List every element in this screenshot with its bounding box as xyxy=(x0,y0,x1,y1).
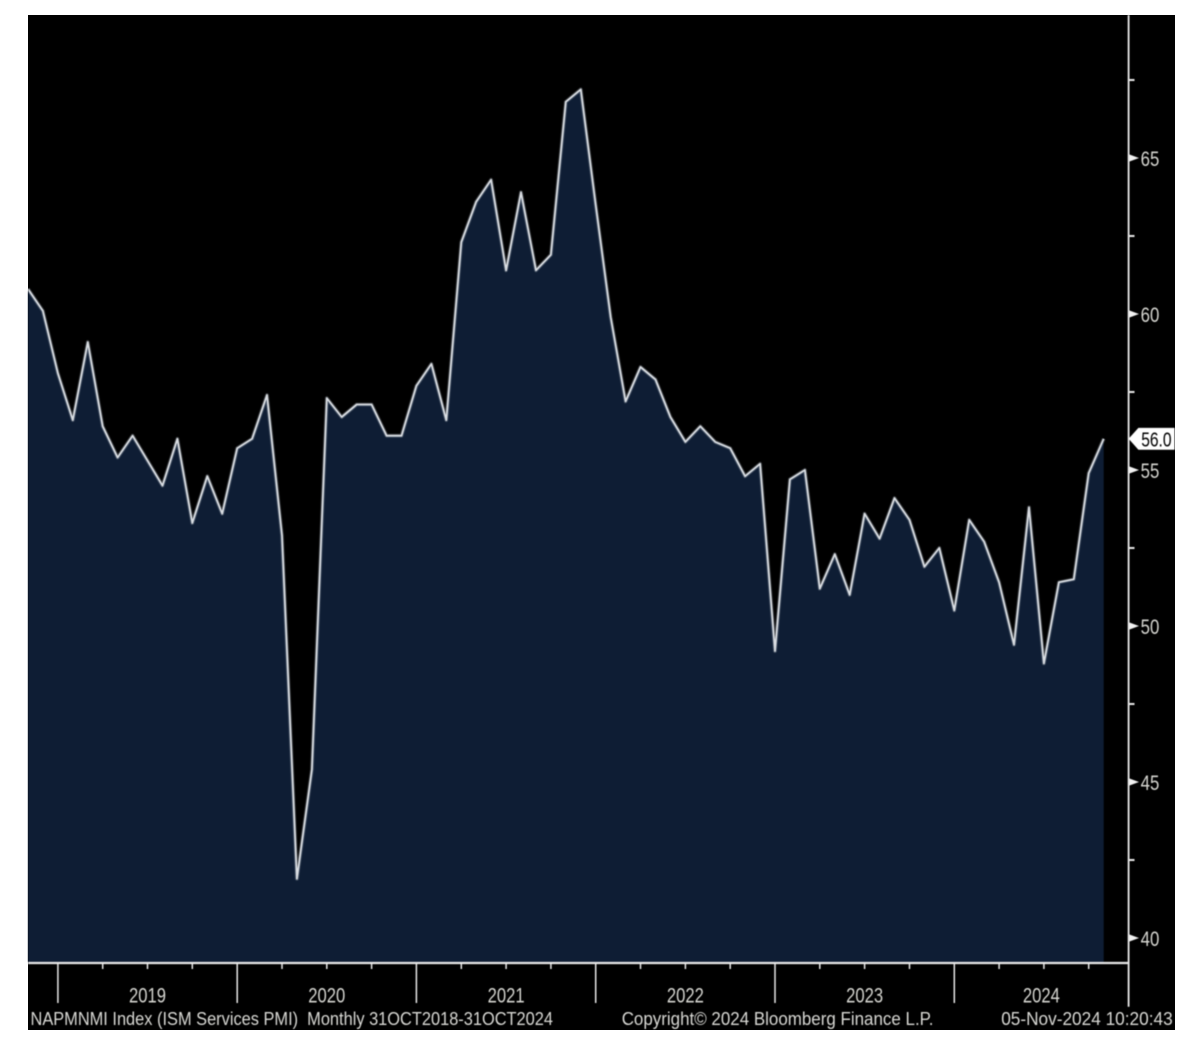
svg-text:2021: 2021 xyxy=(488,984,525,1008)
svg-text:Copyright© 2024 Bloomberg Fina: Copyright© 2024 Bloomberg Finance L.P. xyxy=(622,1009,934,1029)
svg-text:56.0: 56.0 xyxy=(1141,430,1171,452)
svg-text:2024: 2024 xyxy=(1023,984,1060,1008)
svg-text:65: 65 xyxy=(1141,147,1160,171)
svg-text:2020: 2020 xyxy=(308,984,345,1008)
svg-text:45: 45 xyxy=(1141,771,1160,795)
svg-text:2023: 2023 xyxy=(846,984,883,1008)
svg-text:50: 50 xyxy=(1141,615,1160,639)
svg-text:60: 60 xyxy=(1141,303,1160,327)
svg-text:2022: 2022 xyxy=(667,984,704,1008)
svg-text:05-Nov-2024 10:20:43: 05-Nov-2024 10:20:43 xyxy=(1001,1009,1172,1029)
svg-text:NAPMNMI Index (ISM Services PM: NAPMNMI Index (ISM Services PMI) Monthly… xyxy=(31,1009,554,1029)
svg-text:55: 55 xyxy=(1141,459,1160,483)
svg-text:40: 40 xyxy=(1141,927,1160,951)
svg-text:2019: 2019 xyxy=(129,984,166,1008)
